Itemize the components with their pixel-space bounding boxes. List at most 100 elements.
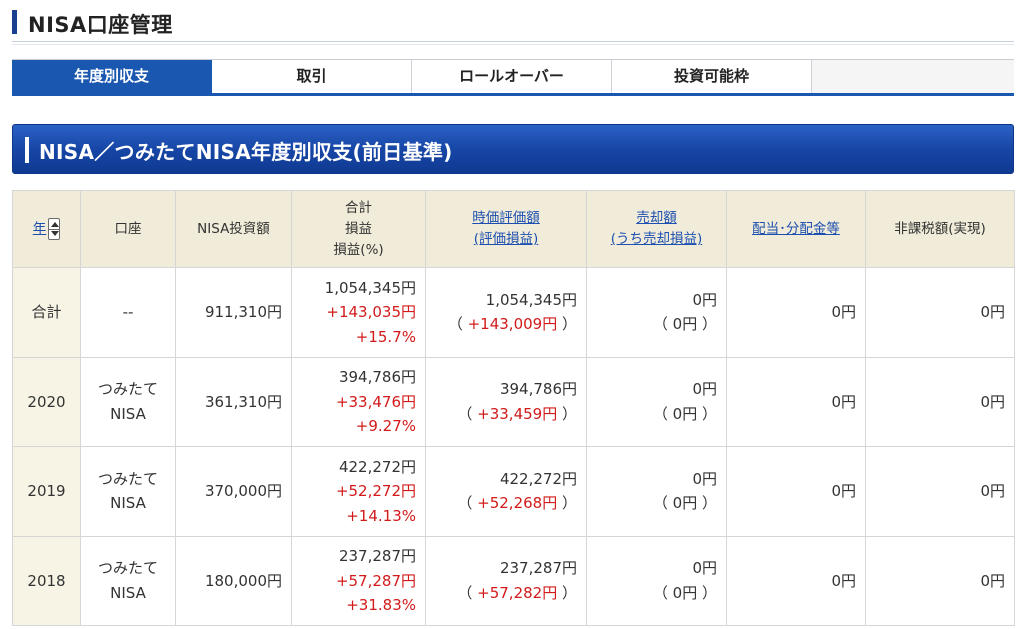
year-value: 2020 <box>27 392 66 411</box>
header-nisa-investment: NISA投資額 <box>175 190 292 268</box>
section-accent-bar <box>25 137 29 163</box>
profit-pct-value: +14.13% <box>346 506 416 525</box>
investment-cell: 180,000円 <box>175 535 292 626</box>
dividend-value: 0円 <box>831 303 856 321</box>
year-value: 2019 <box>27 482 66 500</box>
tab-rollover[interactable]: ロールオーバー <box>412 60 612 93</box>
table-row: 2018 つみたて NISA 180,000円 237,287円 +57,287円 +31.… <box>12 535 1015 626</box>
total-value: 237,287円 <box>338 547 416 565</box>
table-header-row: 年 口座 NISA投資額 合計 損益 損益(%) 時価評価額 (評価損益) 売却… <box>12 190 1015 268</box>
profit-value: +143,035円 <box>326 303 416 321</box>
valuation-cell: 237,287円 （ +57,282円 ） <box>425 535 587 626</box>
profit-pct-value: +15.7% <box>355 327 416 346</box>
sales-profit: （ 0円 ） <box>652 404 717 423</box>
tab-investable-limit[interactable]: 投資可能枠 <box>612 60 812 93</box>
sales-value: 0円 <box>692 290 717 309</box>
tax-exempt-value: 0円 <box>980 482 1005 500</box>
valuation-value: 394,786円 <box>499 380 577 399</box>
sales-profit: （ 0円 ） <box>652 315 717 334</box>
year-cell: 合計 <box>12 267 81 358</box>
sales-profit-value: 0円 <box>672 583 698 602</box>
valuation-profit-link[interactable]: (評価損益) <box>473 231 539 247</box>
dividend-cell: 0円 <box>726 535 866 626</box>
valuation-link[interactable]: 時価評価額 <box>472 210 540 226</box>
total-cell: 422,272円 +52,272円 +14.13% <box>291 446 426 537</box>
tab-bar-filler <box>812 60 1014 93</box>
tax-exempt-cell: 0円 <box>865 356 1015 447</box>
valuation-profit: （ +52,268円 ） <box>457 494 577 513</box>
dividend-cell: 0円 <box>726 356 866 447</box>
annual-balance-table: 年 口座 NISA投資額 合計 損益 損益(%) 時価評価額 (評価損益) 売却… <box>12 190 1015 626</box>
sort-updown-icon[interactable] <box>48 218 61 240</box>
total-value: 1,054,345円 <box>324 278 416 297</box>
total-cell: 1,054,345円 +143,035円 +15.7% <box>291 267 426 358</box>
account-line: NISA <box>110 494 146 513</box>
profit-value: +57,287円 <box>335 571 416 590</box>
valuation-profit-value: +33,459円 <box>477 404 558 423</box>
total-value: 394,786円 <box>338 368 416 386</box>
account-cell: -- <box>80 267 176 358</box>
sales-profit-link[interactable]: (うち売却損益) <box>610 231 703 247</box>
title-accent-bar <box>12 10 17 34</box>
valuation-value: 422,272円 <box>499 469 577 488</box>
investment-value: 370,000円 <box>204 482 282 500</box>
valuation-profit-value: +57,282円 <box>477 583 558 602</box>
tab-annual-balance[interactable]: 年度別収支 <box>12 60 212 93</box>
tax-exempt-cell: 0円 <box>865 267 1015 358</box>
header-total: 合計 損益 損益(%) <box>291 190 426 268</box>
investment-cell: 911,310円 <box>175 267 292 358</box>
profit-value: +52,272円 <box>335 482 416 500</box>
dividend-cell: 0円 <box>726 267 866 358</box>
valuation-profit-value: +52,268円 <box>477 494 558 513</box>
account-cell: つみたて NISA <box>80 535 176 626</box>
account-cell: つみたて NISA <box>80 446 176 537</box>
valuation-value: 1,054,345円 <box>485 290 577 309</box>
valuation-profit-value: +143,009円 <box>467 315 558 334</box>
dividend-value: 0円 <box>831 482 856 500</box>
sales-profit: （ 0円 ） <box>652 494 717 513</box>
sales-cell: 0円（ 0円 ） <box>586 446 727 537</box>
tab-transactions[interactable]: 取引 <box>212 60 412 93</box>
dividend-link[interactable]: 配当･分配金等 <box>752 220 840 237</box>
header-divider <box>12 41 1014 42</box>
header-divider-secondary <box>12 44 1014 45</box>
section-header: NISA／つみたてNISA年度別収支(前日基準) <box>12 124 1014 174</box>
sales-profit-value: 0円 <box>672 315 698 334</box>
table-row: 2019 つみたて NISA 370,000円 422,272円 +52,272円 +14.… <box>12 446 1015 537</box>
dividend-value: 0円 <box>831 571 856 590</box>
profit-pct-value: +9.27% <box>355 417 416 435</box>
account-line: NISA <box>110 583 146 602</box>
tax-exempt-cell: 0円 <box>865 535 1015 626</box>
year-value: 合計 <box>31 303 62 321</box>
table-row: 2020 つみたて NISA 361,310円 394,786円 +33,476円 +9.2… <box>12 356 1015 447</box>
account-line: -- <box>122 303 134 321</box>
header-dividend: 配当･分配金等 <box>726 190 866 268</box>
year-cell: 2019 <box>12 446 81 537</box>
total-value: 422,272円 <box>338 457 416 476</box>
account-line: つみたて <box>97 469 158 488</box>
sales-value: 0円 <box>692 559 717 578</box>
valuation-cell: 1,054,345円 （ +143,009円 ） <box>425 267 587 358</box>
valuation-cell: 394,786円 （ +33,459円 ） <box>425 356 587 447</box>
header-tax-exempt: 非課税額(実現) <box>865 190 1015 268</box>
investment-value: 911,310円 <box>204 303 282 321</box>
valuation-profit: （ +143,009円 ） <box>447 315 577 334</box>
sales-link[interactable]: 売却額 <box>636 210 677 226</box>
total-cell: 237,287円 +57,287円 +31.83% <box>291 535 426 626</box>
tax-exempt-cell: 0円 <box>865 446 1015 537</box>
header-total-line2: 損益 <box>345 220 372 237</box>
page-title: NISA口座管理 <box>28 13 173 37</box>
sales-cell: 0円（ 0円 ） <box>586 267 727 358</box>
sales-value: 0円 <box>692 380 717 399</box>
year-sort-link[interactable]: 年 <box>32 221 47 237</box>
header-total-line3: 損益(%) <box>333 241 384 258</box>
valuation-profit: （ +33,459円 ） <box>457 404 577 423</box>
sales-profit: （ 0円 ） <box>652 583 717 602</box>
valuation-cell: 422,272円 （ +52,268円 ） <box>425 446 587 537</box>
investment-value: 180,000円 <box>204 571 282 590</box>
sales-profit-value: 0円 <box>672 494 698 513</box>
valuation-value: 237,287円 <box>499 559 577 578</box>
page-header: NISA口座管理 <box>12 4 1014 38</box>
profit-value: +33,476円 <box>335 392 416 411</box>
section-title: NISA／つみたてNISA年度別収支(前日基準) <box>39 140 453 164</box>
